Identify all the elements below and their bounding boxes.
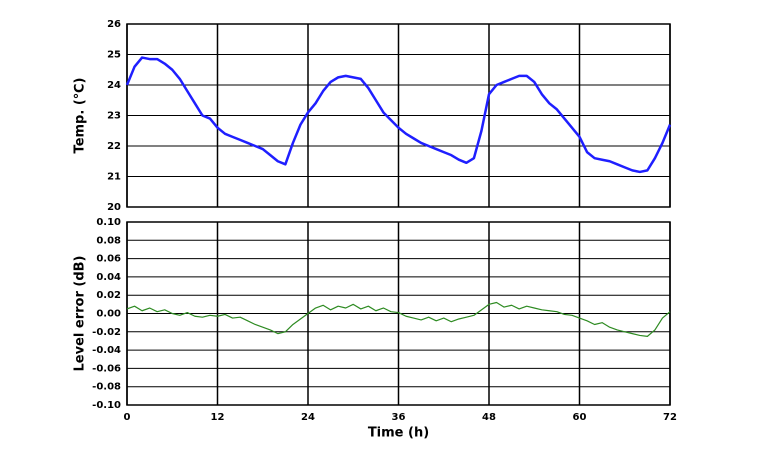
y-tick-label: -0.04 xyxy=(92,345,121,356)
y-tick-label: -0.08 xyxy=(92,382,121,393)
y-tick-label: 26 xyxy=(107,19,121,30)
y-tick-label: 21 xyxy=(107,172,121,183)
x-tick-label: 36 xyxy=(392,412,406,423)
y-tick-label: 0.06 xyxy=(96,254,121,265)
x-tick-label: 60 xyxy=(573,412,587,423)
line xyxy=(125,56,672,174)
y-tick-label: -0.06 xyxy=(92,363,121,374)
plot-frame xyxy=(126,221,671,406)
x-tick-label: 24 xyxy=(301,412,315,423)
y-tick-label: -0.02 xyxy=(92,327,121,338)
y-tick-label: 0.00 xyxy=(96,309,121,320)
y-tick-label: 0.08 xyxy=(96,235,121,246)
y-tick-label: 22 xyxy=(107,141,121,152)
y-tick-label: 0.10 xyxy=(96,217,121,228)
x-tick-label: 72 xyxy=(663,412,677,423)
plot-frame xyxy=(126,23,671,208)
x-axis-title: Time (h) xyxy=(368,426,429,441)
x-tick-label: 48 xyxy=(482,412,496,423)
y-tick-label: 25 xyxy=(107,50,121,61)
y-tick-label: 20 xyxy=(107,202,121,213)
y-tick-label: 23 xyxy=(107,111,121,122)
y-tick-label: 0.02 xyxy=(96,290,121,301)
line xyxy=(126,301,671,337)
y-tick-label: 24 xyxy=(107,80,121,91)
y-tick-label: -0.10 xyxy=(92,400,121,411)
y-axis-title: Level error (dB) xyxy=(73,256,88,372)
y-tick-label: 0.04 xyxy=(96,272,121,283)
x-tick-label: 12 xyxy=(211,412,225,423)
x-tick-label: 0 xyxy=(124,412,131,423)
y-axis-title: Temp. (℃) xyxy=(73,78,88,154)
